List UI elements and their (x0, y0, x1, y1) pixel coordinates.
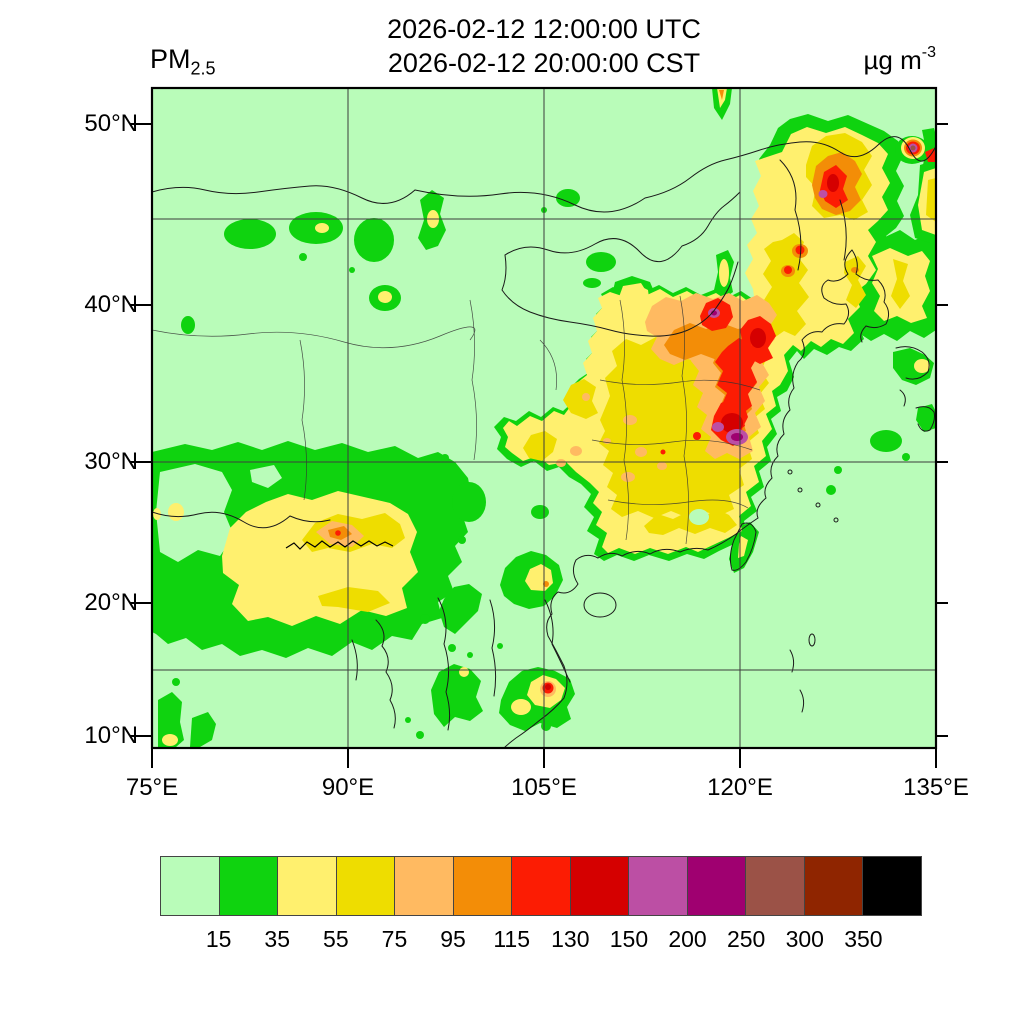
colorbar-tick-label: 250 (726, 926, 766, 952)
colorbar-cell (570, 857, 630, 915)
lon-tick-label: 135°E (903, 774, 969, 801)
country-borders (152, 136, 936, 748)
colorbar-cell (453, 857, 513, 915)
units-label: µg m-3 (863, 44, 936, 75)
variable-label: PM2.5 (150, 44, 216, 79)
title-line-cst: 2026-02-12 20:00:00 CST (387, 48, 701, 78)
colorbar-tick-label: 75 (381, 926, 408, 952)
lon-tick-label: 105°E (511, 774, 577, 801)
contour-layers (152, 88, 936, 748)
contour-level-130 (545, 174, 839, 690)
variable-label-subscript: 2.5 (190, 58, 216, 79)
colorbar-tick-label: 115 (493, 926, 531, 952)
colorbar-cell (395, 857, 454, 915)
title-line-utc: 2026-02-12 12:00:00 UTC (387, 14, 701, 44)
colorbar-tick-label: 130 (551, 926, 590, 952)
colorbar-cell (219, 857, 279, 915)
colorbar-tick-label: 300 (785, 926, 824, 952)
colorbar-cell (629, 857, 688, 915)
lat-tick-label: 40°N (84, 291, 138, 318)
colorbar (160, 856, 922, 916)
colorbar-cell (336, 857, 396, 915)
colorbar-labels: 15 35 55 75 95 115 130 150 200 250 300 350 (160, 926, 922, 956)
province-borders (152, 295, 761, 545)
units-label-superscript: -3 (921, 44, 936, 61)
clean-air-hole (689, 509, 709, 525)
lat-tick-label: 50°N (84, 110, 138, 137)
colorbar-tick-label: 95 (440, 926, 466, 952)
lat-tick-label: 20°N (84, 589, 138, 616)
lon-tick-label: 90°E (321, 774, 375, 801)
colorbar-tick-label: 350 (844, 926, 883, 952)
contour-level-115 (335, 141, 936, 694)
colorbar-tick-label: 35 (264, 926, 291, 952)
colorbar-tick-label: 200 (668, 926, 707, 952)
colorbar-tick-label: 15 (205, 926, 232, 952)
lon-tick-label: 75°E (125, 774, 179, 801)
colorbar-cell (687, 857, 747, 915)
lon-tick-label: 120°E (707, 774, 773, 801)
title-block: 2026-02-12 12:00:00 UTC 2026-02-12 20:00… (152, 12, 936, 80)
axis-ticks (130, 123, 948, 768)
colorbar-cell (512, 857, 571, 915)
colorbar-cell (804, 857, 864, 915)
lat-lon-gridlines (152, 88, 936, 748)
colorbar-cell (746, 857, 805, 915)
lat-tick-label: 30°N (84, 448, 138, 475)
colorbar-tick-label: 150 (609, 926, 649, 952)
himalaya-ridge-line (285, 540, 394, 550)
colorbar-tick-label: 55 (323, 926, 349, 952)
colorbar-cell (863, 857, 921, 915)
colorbar-cell (278, 857, 337, 915)
colorbar-cell (161, 857, 220, 915)
lat-tick-label: 10°N (84, 722, 138, 749)
